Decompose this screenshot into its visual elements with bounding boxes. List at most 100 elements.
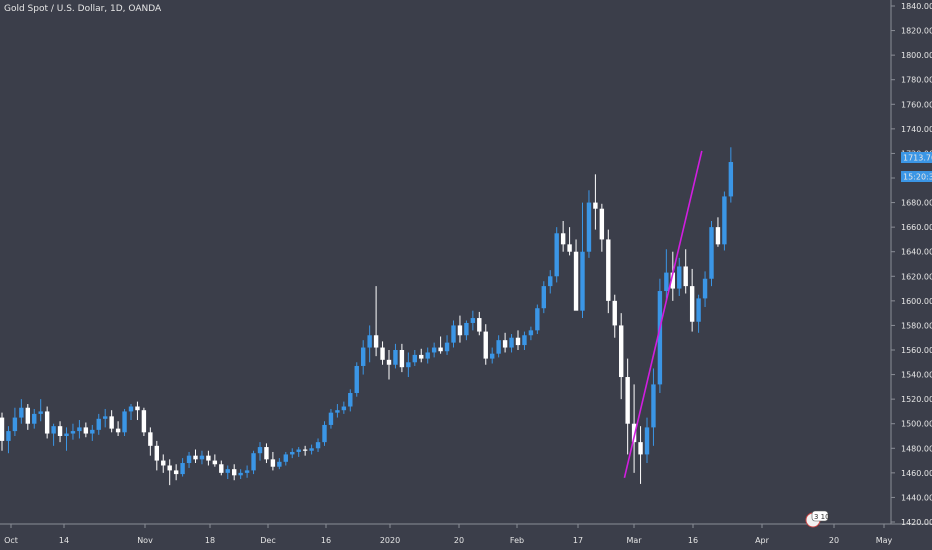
candle-body: [638, 442, 643, 455]
candle-body: [90, 429, 95, 434]
candle: [696, 294, 701, 333]
candle: [6, 426, 11, 454]
candle: [380, 341, 385, 365]
candle-body: [419, 354, 424, 359]
candle-body: [619, 325, 624, 378]
candle: [722, 191, 727, 251]
candle: [483, 324, 488, 365]
candle: [548, 270, 553, 294]
candle-body: [212, 460, 218, 465]
candle-body: [206, 455, 211, 461]
candle-body: [96, 418, 101, 430]
candle-body: [567, 244, 572, 252]
candle: [277, 458, 282, 470]
candle: [83, 422, 89, 438]
price-axis[interactable]: 1420.000 1440.000 1460.000 1480.000 1500.000…: [891, 2, 932, 527]
price-tick-label: 1740.000: [901, 125, 932, 134]
candle-body: [677, 266, 682, 289]
candle-body: [670, 272, 675, 289]
candle: [44, 406, 50, 439]
time-tick-label: Apr: [755, 536, 770, 545]
candle: [251, 450, 256, 475]
chart-title: Gold Spot / U.S. Dollar, 1D, OANDA: [4, 4, 162, 14]
candle: [264, 443, 269, 464]
candle: [515, 330, 521, 350]
candle-body: [722, 196, 727, 245]
candle-body: [612, 300, 617, 326]
candle: [554, 227, 559, 283]
candle: [709, 221, 714, 287]
candle-body: [103, 416, 108, 419]
time-tick-label: Dec: [260, 536, 275, 545]
candle: [128, 404, 134, 421]
candle: [354, 362, 359, 397]
candle: [502, 332, 508, 353]
candle-body: [631, 423, 637, 443]
candle: [612, 294, 617, 338]
candle: [341, 401, 347, 414]
price-tick-label: 1780.000: [901, 76, 932, 85]
candle-body: [573, 251, 579, 311]
time-tick-label: 16: [321, 536, 331, 545]
candle: [419, 348, 424, 363]
candle-body: [83, 427, 89, 434]
price-tick-label: 1760.000: [901, 100, 932, 109]
candle-body: [244, 470, 250, 473]
candle-body: [128, 406, 134, 412]
candle-body: [477, 318, 482, 332]
candle-body: [348, 393, 353, 407]
candle: [348, 389, 353, 412]
price-tick-label: 1660.000: [901, 223, 932, 232]
candle-body: [535, 308, 540, 331]
candle-body: [715, 227, 721, 245]
trendline[interactable]: [623, 150, 703, 478]
candle: [122, 408, 127, 436]
candle: [606, 229, 611, 314]
candle: [290, 448, 295, 459]
candle-body: [148, 432, 153, 446]
candle-body: [367, 335, 372, 348]
candle: [199, 450, 205, 465]
time-axis[interactable]: Oct 14 Nov 18 Dec 16 2020 20 Feb 17 Mar 16 Apr 20 May: [4, 524, 893, 545]
time-tick-label: 17: [573, 536, 583, 545]
candle-body: [373, 335, 379, 348]
time-tick-label: May: [876, 536, 893, 545]
candle: [154, 440, 159, 471]
candle: [328, 408, 334, 429]
candle: [509, 334, 514, 353]
candle: [322, 421, 327, 446]
candle-body: [296, 449, 301, 452]
candle-body: [290, 451, 295, 455]
candle: [683, 249, 688, 294]
candle: [431, 342, 437, 358]
price-tick-label: 1540.000: [901, 371, 932, 380]
last-price-text: 1713.703: [903, 154, 932, 163]
candle: [270, 451, 276, 471]
candle: [593, 174, 598, 230]
candle: [496, 335, 501, 358]
events-badge[interactable]: 3 10: [805, 510, 830, 528]
candle-body: [199, 455, 205, 460]
price-tick-label: 1560.000: [901, 346, 932, 355]
price-tick-label: 1460.000: [901, 469, 932, 478]
candle: [702, 271, 708, 307]
candle: [32, 408, 37, 429]
candle-body: [25, 407, 30, 424]
candle-body: [135, 406, 140, 411]
candle: [206, 450, 211, 466]
price-tick-label: 1580.000: [901, 321, 932, 330]
candle-body: [490, 353, 495, 359]
time-tick-label: 18: [205, 536, 215, 545]
candle: [393, 343, 398, 369]
candle: [193, 449, 198, 464]
candle-body: [425, 352, 430, 359]
candle: [664, 249, 669, 301]
candle-body: [599, 208, 605, 240]
candle: [599, 203, 605, 252]
candle: [219, 460, 224, 476]
candle: [309, 444, 314, 455]
candle-body: [541, 286, 546, 309]
candle: [580, 202, 585, 319]
